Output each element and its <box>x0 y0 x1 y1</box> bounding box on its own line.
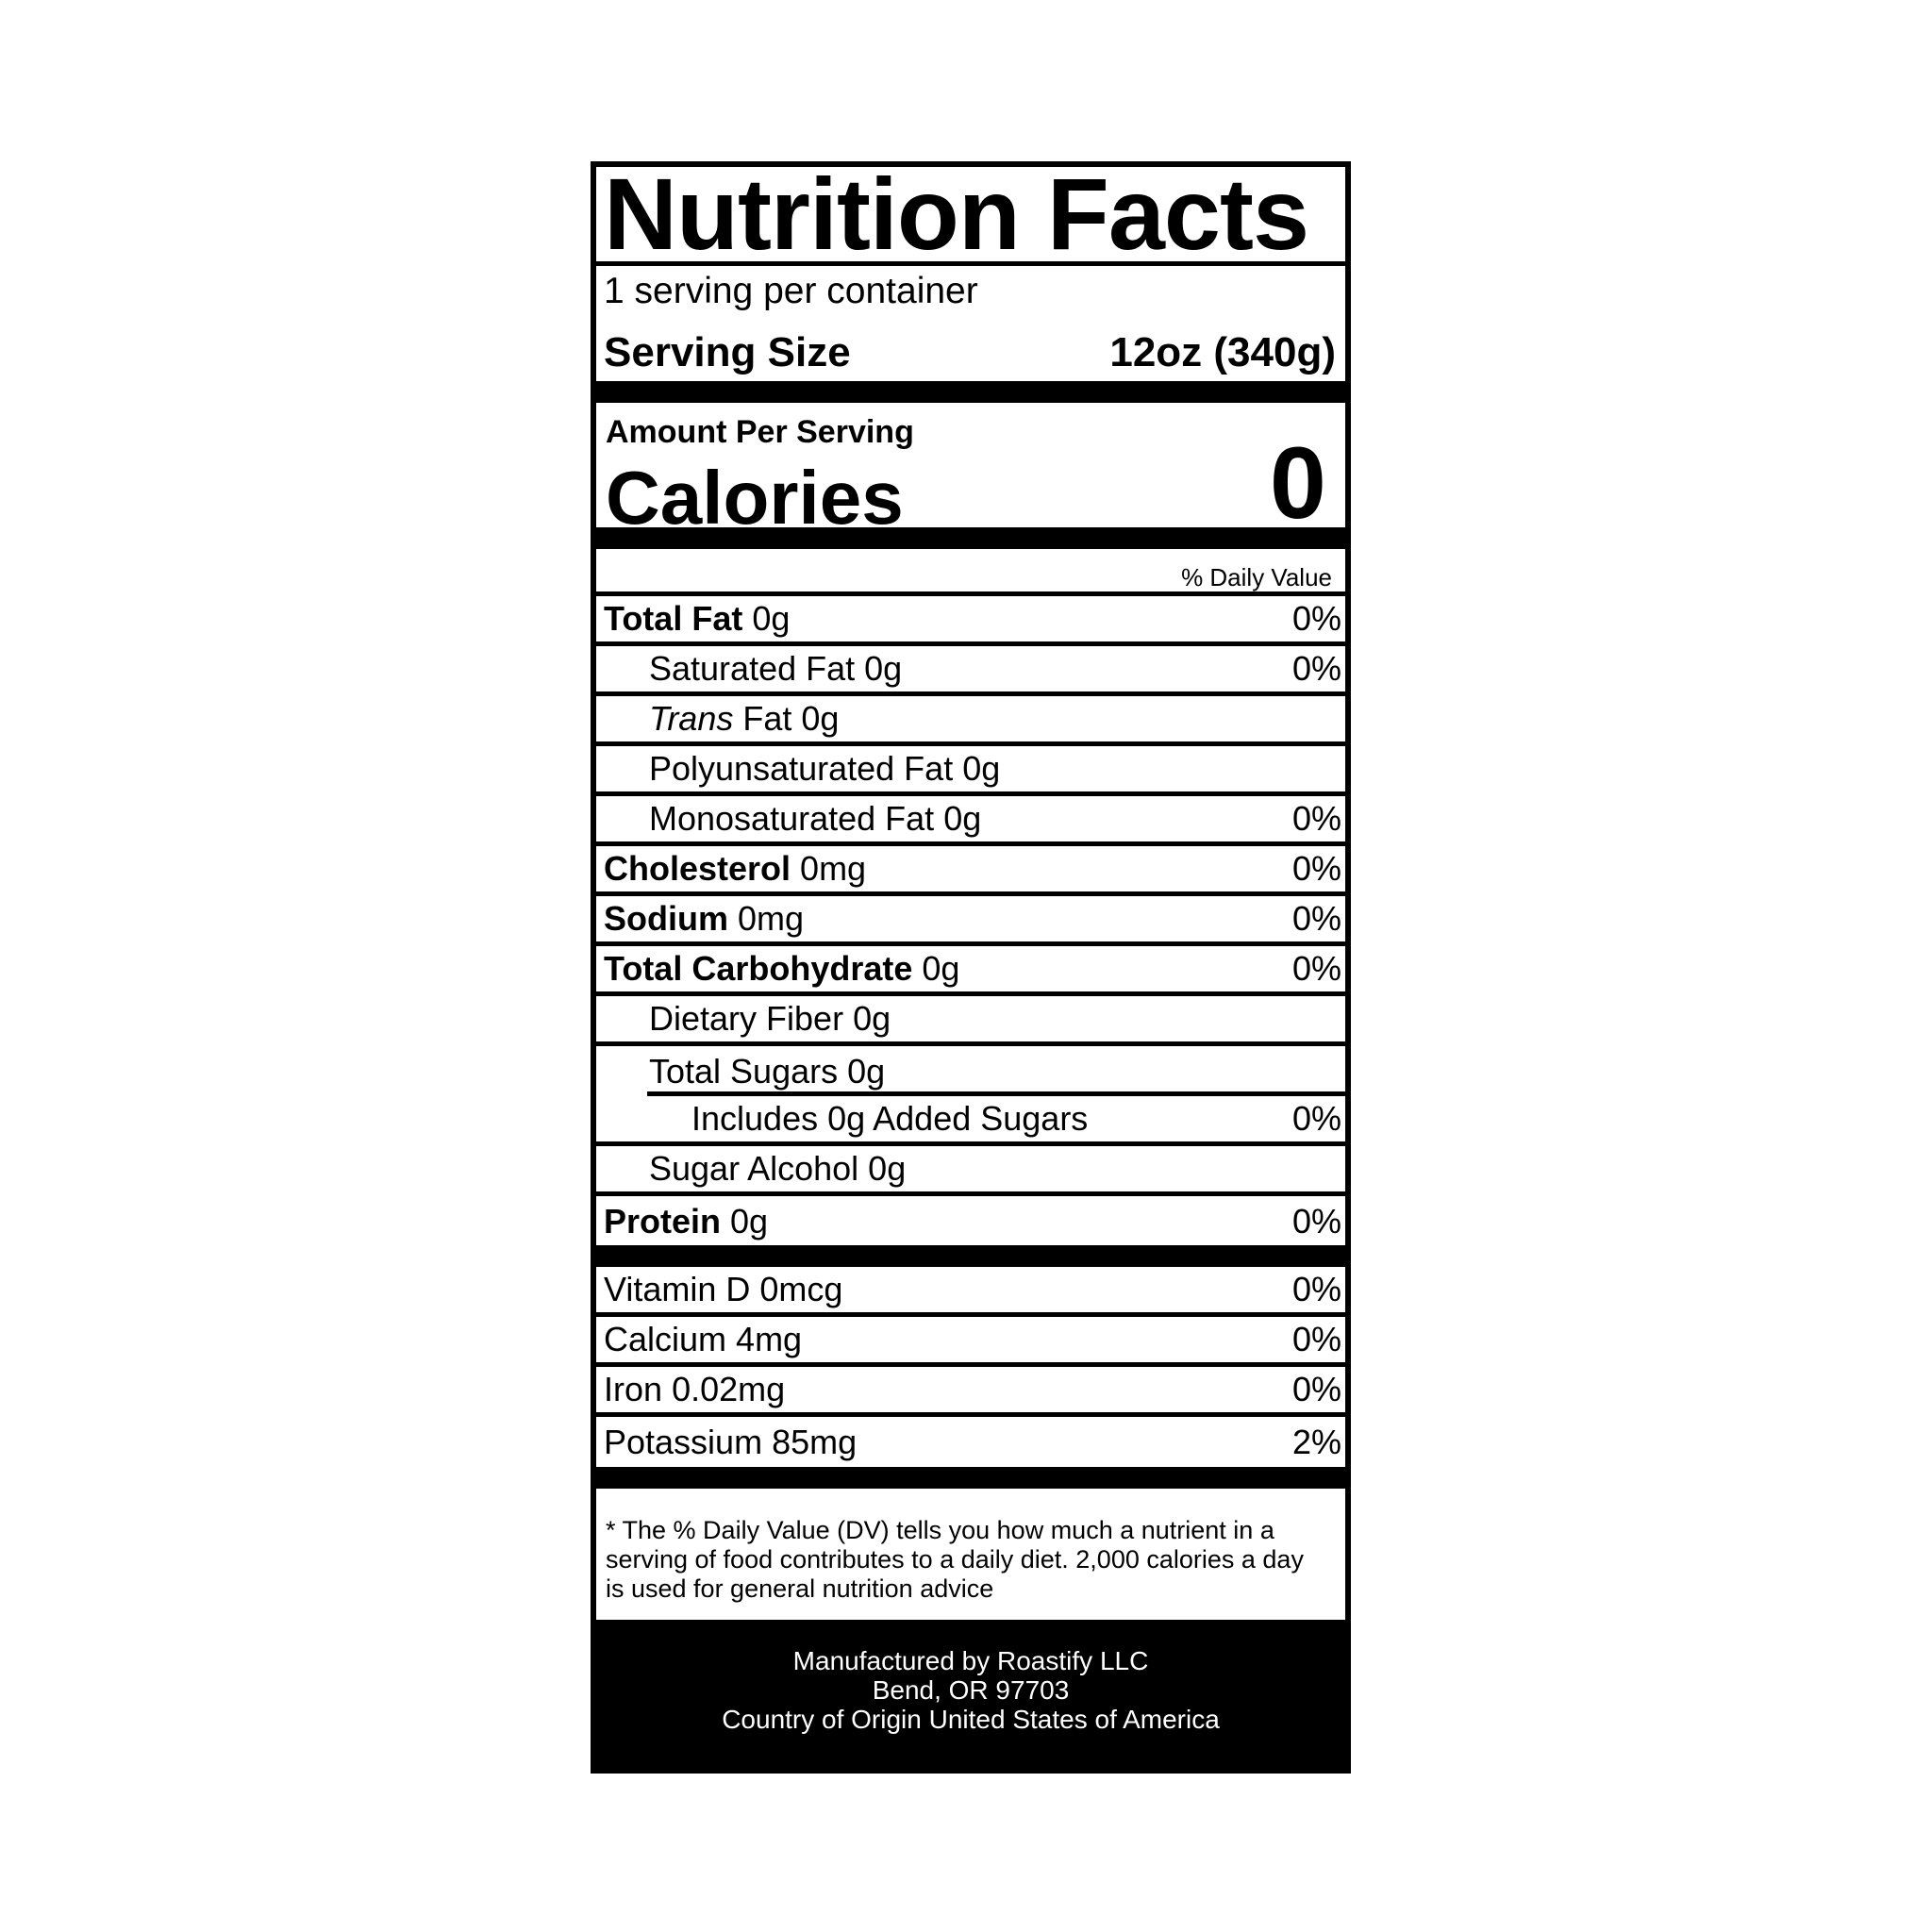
nutrient-amount: 0g <box>730 1201 769 1241</box>
nutrient-name: Protein <box>604 1201 722 1241</box>
serving-size-label: Serving Size <box>604 329 851 375</box>
nutrient-amount: 0g <box>943 799 982 838</box>
country-of-origin: Country of Origin United States of Ameri… <box>722 1705 1220 1734</box>
nutrient-name-suffix: Fat <box>742 699 792 738</box>
nutrient-row-sugar-alcohol: Sugar Alcohol 0g <box>596 1146 1345 1196</box>
serving-size-value: 12oz (340g) <box>1109 329 1336 375</box>
nutrient-amount: 0g <box>868 1149 907 1188</box>
nutrition-facts-label: Nutrition Facts 1 serving per container … <box>591 161 1351 1774</box>
divider <box>596 261 1345 266</box>
nutrient-row-polyunsaturated-fat: Polyunsaturated Fat 0g <box>596 746 1345 796</box>
manufacturer-name: Manufactured by Roastify LLC <box>792 1646 1149 1675</box>
nutrient-row-saturated-fat: Saturated Fat 0g 0% <box>596 646 1345 696</box>
vitamin-name: Calcium <box>604 1320 727 1358</box>
label-title: Nutrition Facts <box>604 157 1309 271</box>
nutrient-amount: 0g <box>853 999 891 1038</box>
nutrient-amount: 0mg <box>800 849 867 888</box>
nutrient-row-cholesterol: Cholesterol 0mg 0% <box>596 846 1345 896</box>
nutrient-amount: 0g <box>922 949 960 988</box>
nutrient-dv: 0% <box>1291 1201 1341 1241</box>
nutrient-row-trans-fat: Trans Fat 0g <box>596 696 1345 746</box>
vitamin-list: Vitamin D 0mcg 0% Calcium 4mg 0% Iron 0.02… <box>596 1267 1345 1467</box>
nutrient-name: Sugar Alcohol <box>649 1149 859 1188</box>
manufacturer-address: Bend, OR 97703 <box>872 1675 1070 1705</box>
calories-value: 0 <box>1269 425 1326 540</box>
vitamin-dv: 0% <box>1291 1320 1341 1358</box>
calories-label: Calories <box>606 456 904 540</box>
vitamin-dv: 0% <box>1291 1270 1341 1308</box>
serving-size-row: Serving Size 12oz (340g) <box>604 329 1336 376</box>
nutrient-dv: 0% <box>1291 799 1341 838</box>
divider <box>647 1091 1345 1096</box>
vitamin-row-vitamin-d: Vitamin D 0mcg 0% <box>596 1267 1345 1317</box>
nutrient-row-monosaturated-fat: Monosaturated Fat 0g 0% <box>596 796 1345 846</box>
vitamin-dv: 2% <box>1291 1422 1341 1461</box>
vitamin-amount: 4mg <box>736 1320 803 1358</box>
nutrient-name: Total Fat <box>604 599 743 638</box>
thick-divider <box>596 527 1345 549</box>
nutrient-row-sodium: Sodium 0mg 0% <box>596 896 1345 946</box>
nutrient-amount: 0mg <box>738 899 805 938</box>
nutrient-row-total-fat: Total Fat 0g 0% <box>596 596 1345 646</box>
nutrient-row-protein: Protein 0g 0% <box>596 1196 1345 1246</box>
nutrient-name: Monosaturated Fat <box>649 799 935 838</box>
divider <box>596 591 1345 596</box>
nutrient-name: Includes 0g Added Sugars <box>691 1099 1089 1138</box>
nutrient-name: Trans <box>649 699 734 738</box>
nutrient-name: Total Sugars <box>649 1051 839 1091</box>
nutrient-dv: 0% <box>1291 599 1341 638</box>
vitamin-name: Iron <box>604 1370 663 1408</box>
vitamin-amount: 0.02mg <box>672 1370 786 1408</box>
nutrient-dv: 0% <box>1291 649 1341 688</box>
nutrient-row-added-sugars: Includes 0g Added Sugars 0% <box>596 1096 1345 1146</box>
daily-value-footnote: * The % Daily Value (DV) tells you how m… <box>606 1516 1304 1603</box>
servings-per-container: 1 serving per container <box>604 271 978 311</box>
thick-divider <box>596 381 1345 403</box>
nutrient-amount: 0g <box>801 699 840 738</box>
nutrient-amount: 0g <box>847 1051 886 1091</box>
nutrient-row-total-sugars: Total Sugars 0g <box>596 1046 1345 1096</box>
nutrient-dv: 0% <box>1291 1099 1341 1138</box>
nutrient-name: Cholesterol <box>604 849 791 888</box>
vitamin-row-iron: Iron 0.02mg 0% <box>596 1367 1345 1417</box>
nutrient-amount: 0g <box>962 749 1001 788</box>
nutrient-name: Polyunsaturated Fat <box>649 749 954 788</box>
manufacturer-info: Manufactured by Roastify LLC Bend, OR 97… <box>596 1620 1345 1768</box>
amount-per-serving: Amount Per Serving <box>606 414 914 450</box>
vitamin-row-calcium: Calcium 4mg 0% <box>596 1317 1345 1367</box>
nutrient-amount: 0g <box>752 599 791 638</box>
vitamin-name: Potassium <box>604 1422 763 1461</box>
vitamin-amount: 0mcg <box>759 1270 843 1308</box>
nutrient-name: Saturated Fat <box>649 649 856 688</box>
nutrient-dv: 0% <box>1291 849 1341 888</box>
vitamin-name: Vitamin D <box>604 1270 751 1308</box>
vitamin-dv: 0% <box>1291 1370 1341 1408</box>
nutrient-dv: 0% <box>1291 899 1341 938</box>
vitamin-amount: 85mg <box>772 1422 858 1461</box>
nutrient-dv: 0% <box>1291 949 1341 988</box>
nutrient-row-total-carbohydrate: Total Carbohydrate 0g 0% <box>596 946 1345 996</box>
nutrient-list: Total Fat 0g 0% Saturated Fat 0g 0% Trans F… <box>596 596 1345 1246</box>
nutrient-name: Total Carbohydrate <box>604 949 913 988</box>
daily-value-header: % Daily Value <box>1181 563 1332 591</box>
thick-divider <box>596 1467 1345 1489</box>
thick-divider <box>596 1245 1345 1267</box>
nutrient-amount: 0g <box>864 649 903 688</box>
vitamin-row-potassium: Potassium 85mg 2% <box>596 1417 1345 1467</box>
nutrient-row-dietary-fiber: Dietary Fiber 0g <box>596 996 1345 1046</box>
nutrient-name: Sodium <box>604 899 728 938</box>
nutrient-name: Dietary Fiber <box>649 999 844 1038</box>
